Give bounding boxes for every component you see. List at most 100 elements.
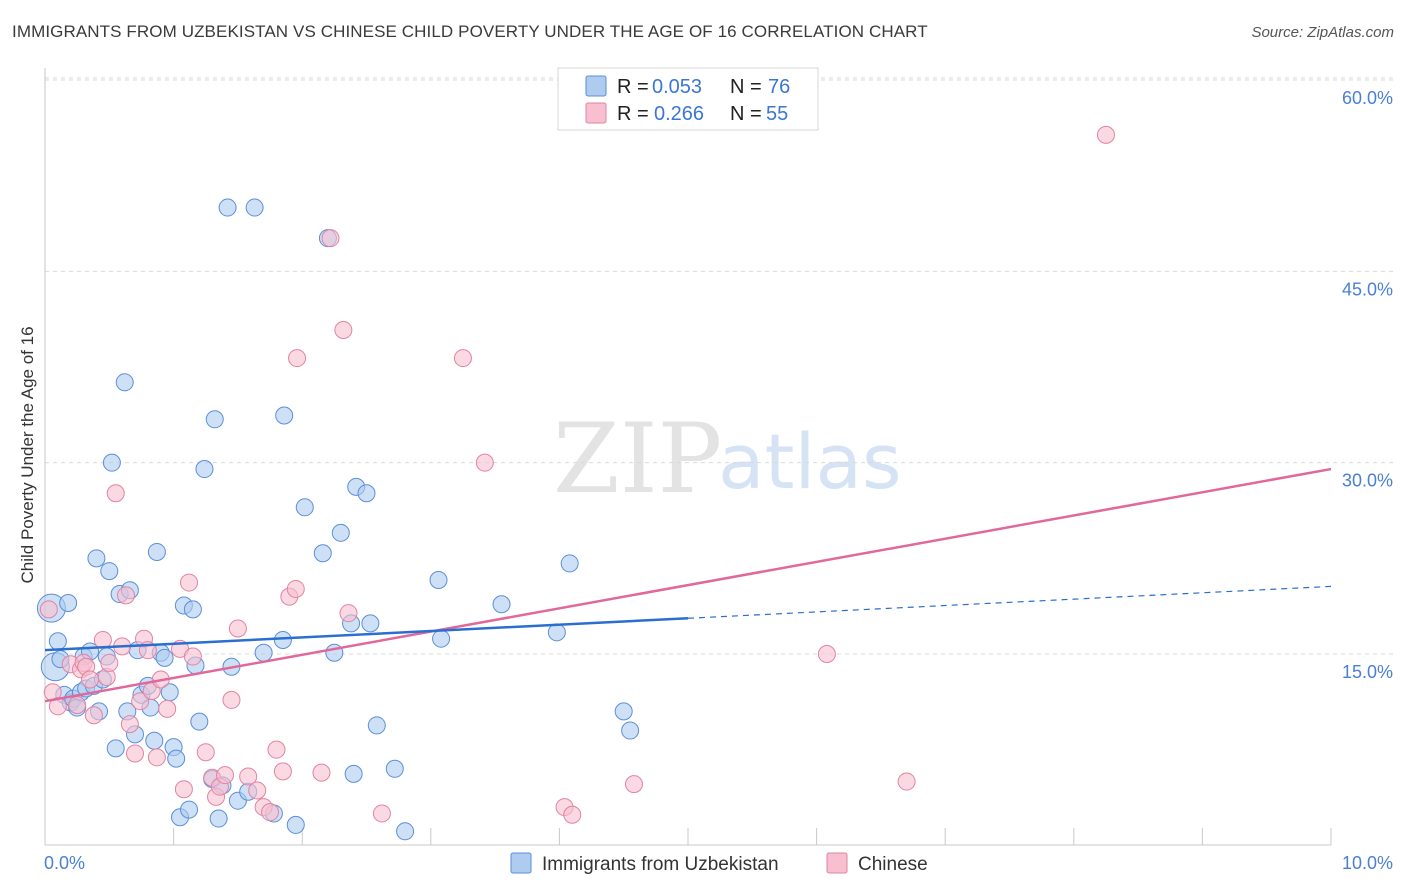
data-point-uzbekistan	[254, 643, 273, 662]
data-point-chinese	[288, 349, 307, 368]
data-point-uzbekistan	[331, 523, 350, 542]
legend-n-value-blue: 76	[768, 76, 790, 98]
data-point-chinese	[273, 762, 292, 781]
data-point-uzbekistan	[357, 484, 376, 503]
bottom-legend-swatch-pink	[826, 852, 848, 874]
data-point-chinese	[68, 696, 87, 715]
data-point-chinese	[334, 321, 353, 340]
trend-line-chinese	[44, 467, 1332, 703]
bottom-legend: Immigrants from Uzbekistan Chinese	[510, 852, 928, 875]
legend-r-label-blue: R =	[617, 76, 649, 98]
data-point-chinese	[183, 647, 202, 666]
data-point-uzbekistan	[115, 373, 134, 392]
data-point-chinese	[216, 766, 235, 785]
data-point-uzbekistan	[621, 721, 640, 740]
data-point-uzbekistan	[155, 648, 174, 667]
data-point-uzbekistan	[295, 498, 314, 517]
bottom-legend-label-blue: Immigrants from Uzbekistan	[542, 854, 779, 875]
data-point-uzbekistan	[147, 542, 166, 561]
data-point-chinese	[117, 586, 136, 605]
data-point-uzbekistan	[560, 554, 579, 573]
data-point-uzbekistan	[209, 809, 228, 828]
legend-n-value-pink: 55	[766, 103, 788, 125]
series-uzbekistan-points	[36, 198, 640, 841]
data-point-uzbekistan	[614, 702, 633, 721]
data-point-chinese	[126, 744, 145, 763]
data-point-chinese	[248, 781, 267, 800]
y-tick-label: 45.0%	[1342, 279, 1393, 299]
data-point-chinese	[817, 645, 836, 663]
data-point-uzbekistan	[48, 632, 67, 651]
data-point-uzbekistan	[344, 764, 363, 783]
data-point-chinese	[239, 767, 258, 786]
data-point-uzbekistan	[190, 712, 209, 731]
data-point-chinese	[158, 699, 177, 718]
data-point-uzbekistan	[273, 630, 292, 649]
y-tick-label: 30.0%	[1342, 471, 1393, 491]
source-label: Source: ZipAtlas.com	[1251, 24, 1394, 41]
data-point-chinese	[286, 579, 305, 598]
data-point-uzbekistan	[396, 822, 415, 841]
data-point-uzbekistan	[102, 453, 121, 472]
data-point-uzbekistan	[286, 815, 305, 834]
data-point-chinese	[39, 600, 58, 619]
data-point-chinese	[106, 484, 125, 503]
data-point-chinese	[563, 805, 582, 824]
data-point-chinese	[261, 803, 280, 822]
y-tick-label: 60.0%	[1342, 88, 1393, 108]
chart-title: IMMIGRANTS FROM UZBEKISTAN VS CHINESE CH…	[12, 22, 928, 41]
data-point-chinese	[453, 349, 472, 368]
data-point-chinese	[196, 743, 215, 762]
legend-swatch-pink	[585, 102, 607, 124]
x-tick-label-min: 0.0%	[44, 853, 85, 873]
series-chinese-points	[39, 125, 1115, 824]
data-point-uzbekistan	[432, 629, 451, 648]
data-point-chinese	[339, 604, 358, 623]
data-point-chinese	[1096, 125, 1115, 144]
legend-n-label-pink: N =	[730, 103, 762, 125]
data-point-uzbekistan	[385, 759, 404, 778]
data-point-uzbekistan	[547, 623, 566, 642]
data-point-chinese	[372, 804, 391, 823]
data-point-uzbekistan	[361, 614, 380, 633]
data-point-chinese	[174, 780, 193, 799]
data-point-uzbekistan	[100, 562, 119, 581]
legend-r-value-blue: 0.053	[652, 76, 702, 98]
data-point-uzbekistan	[195, 460, 214, 479]
trend-line-uzbekistan	[44, 617, 689, 652]
data-point-chinese	[897, 772, 916, 791]
bottom-legend-swatch-blue	[510, 852, 532, 874]
data-point-chinese	[100, 653, 119, 672]
data-point-chinese	[624, 775, 643, 794]
legend-swatch-blue	[585, 75, 607, 97]
data-point-chinese	[180, 573, 199, 592]
data-point-uzbekistan	[429, 571, 448, 590]
data-point-uzbekistan	[205, 410, 224, 429]
bottom-legend-label-pink: Chinese	[858, 854, 928, 875]
y-axis-title: Child Poverty Under the Age of 16	[18, 326, 37, 583]
grid-lines	[45, 77, 1393, 655]
data-point-chinese	[228, 619, 247, 638]
data-point-chinese	[131, 692, 150, 711]
data-point-uzbekistan	[106, 739, 125, 758]
trend-lines	[44, 467, 1332, 703]
data-point-chinese	[267, 740, 286, 759]
data-point-chinese	[81, 670, 100, 689]
tick-labels: 15.0% 30.0% 45.0% 60.0% 0.0% 10.0%	[44, 88, 1393, 873]
data-point-uzbekistan	[275, 406, 294, 425]
data-point-chinese	[147, 748, 166, 767]
data-point-uzbekistan	[145, 731, 164, 750]
data-point-chinese	[312, 763, 331, 782]
data-point-uzbekistan	[167, 749, 186, 768]
data-point-chinese	[120, 715, 139, 734]
data-point-uzbekistan	[183, 600, 202, 619]
data-point-uzbekistan	[180, 800, 199, 819]
data-point-chinese	[321, 229, 340, 248]
legend: R = 0.053 N = 76 R = 0.266 N = 55	[557, 67, 819, 131]
data-point-chinese	[84, 706, 103, 725]
watermark-zip: ZIP	[553, 403, 722, 515]
data-point-uzbekistan	[313, 544, 332, 563]
data-point-uzbekistan	[218, 198, 237, 217]
data-point-chinese	[222, 690, 241, 709]
